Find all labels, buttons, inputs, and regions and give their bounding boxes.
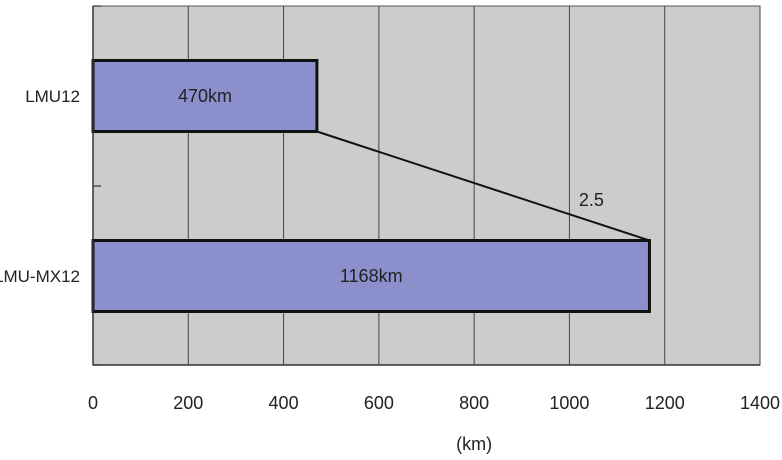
- ratio-annotation: 2.5: [579, 190, 604, 210]
- x-tick-label: 1000: [549, 393, 589, 413]
- x-tick-labels: 0 200 400 600 800 1000 1200 1400: [88, 393, 780, 413]
- x-tick-label: 200: [173, 393, 203, 413]
- ratio-connector-line: [316, 130, 650, 242]
- x-tick-label: 400: [269, 393, 299, 413]
- bar-value-label: 1168km: [340, 266, 403, 286]
- category-label: LMU-MX12: [0, 267, 80, 286]
- category-label: LMU12: [25, 87, 80, 106]
- axes: [92, 5, 760, 366]
- x-tick-label: 800: [459, 393, 489, 413]
- category-labels: LMU12 LMU-MX12: [0, 87, 80, 286]
- x-tick-label: 1400: [740, 393, 780, 413]
- x-tick-label: 600: [364, 393, 394, 413]
- x-tick-label: 1200: [645, 393, 685, 413]
- bar-value-label: 470km: [178, 86, 232, 106]
- bar: [91, 59, 319, 133]
- ratio-connector: 2.5: [316, 130, 650, 242]
- x-tick-label: 0: [88, 393, 98, 413]
- x-axis-label: (km): [456, 434, 492, 454]
- bars: 470km 1168km: [91, 59, 651, 313]
